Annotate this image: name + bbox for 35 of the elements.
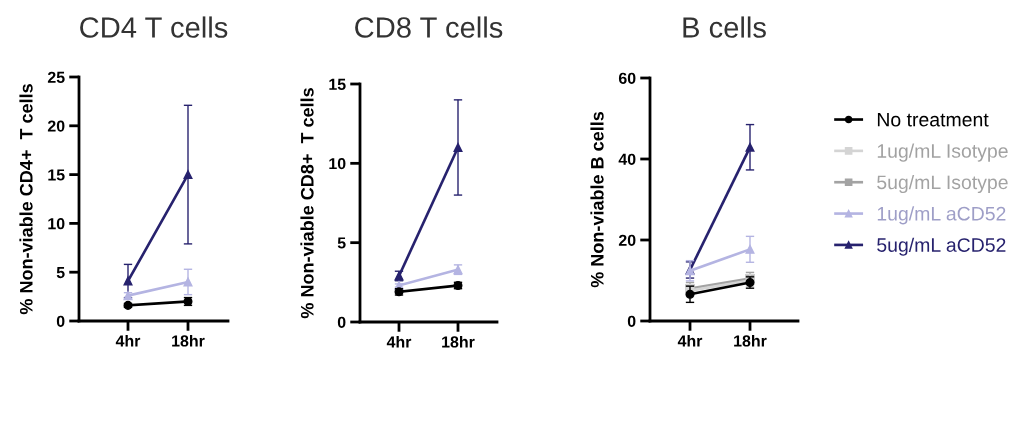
y-tick-label: 10 xyxy=(48,218,65,230)
y-tick-label: 10 xyxy=(329,157,346,170)
y-tick-label: 20 xyxy=(47,120,65,132)
y-tick-label: 20 xyxy=(618,234,636,246)
legend-label: No treatment xyxy=(877,112,989,127)
y-tick-label: 25 xyxy=(47,71,65,83)
x-tick-label: 4hr xyxy=(677,334,703,347)
legend-label: 1ug/mL Isotype xyxy=(877,143,1008,162)
x-tick-label: 18hr xyxy=(442,335,475,348)
y-tick-label: 0 xyxy=(627,315,636,327)
y-axis-title: % Non-viable CD4+ T cells xyxy=(19,84,33,315)
y-tick-label: 40 xyxy=(618,153,636,165)
point xyxy=(183,170,193,180)
y-tick-label: 5 xyxy=(337,237,346,249)
legend-label: 5ug/mL Isotype xyxy=(877,174,1008,194)
point xyxy=(745,244,755,254)
y-tick-label: 0 xyxy=(337,316,346,328)
legend-label: 5ug/mL aCD52 xyxy=(877,237,1006,256)
chart-title: CD4 T cells xyxy=(80,16,228,38)
x-tick-label: 18hr xyxy=(734,334,767,347)
point xyxy=(745,142,755,152)
y-tick-label: 5 xyxy=(56,267,65,279)
point xyxy=(453,142,463,152)
legend-label: 1ug/mL aCD52 xyxy=(877,206,1006,225)
y-tick-label: 60 xyxy=(618,72,636,84)
chart-title: B cells xyxy=(683,16,766,38)
y-axis-title: % Non-viable CD8+ T cells xyxy=(300,88,314,319)
y-tick-label: 15 xyxy=(329,78,346,90)
x-tick-label: 18hr xyxy=(172,334,205,347)
y-axis-title: % Non-viable B cells xyxy=(590,111,604,288)
x-tick-label: 4hr xyxy=(386,335,412,348)
y-tick-label: 15 xyxy=(48,169,65,181)
chart-title: CD8 T cells xyxy=(355,16,503,38)
y-tick-label: 0 xyxy=(56,315,65,327)
x-tick-label: 4hr xyxy=(115,334,141,347)
